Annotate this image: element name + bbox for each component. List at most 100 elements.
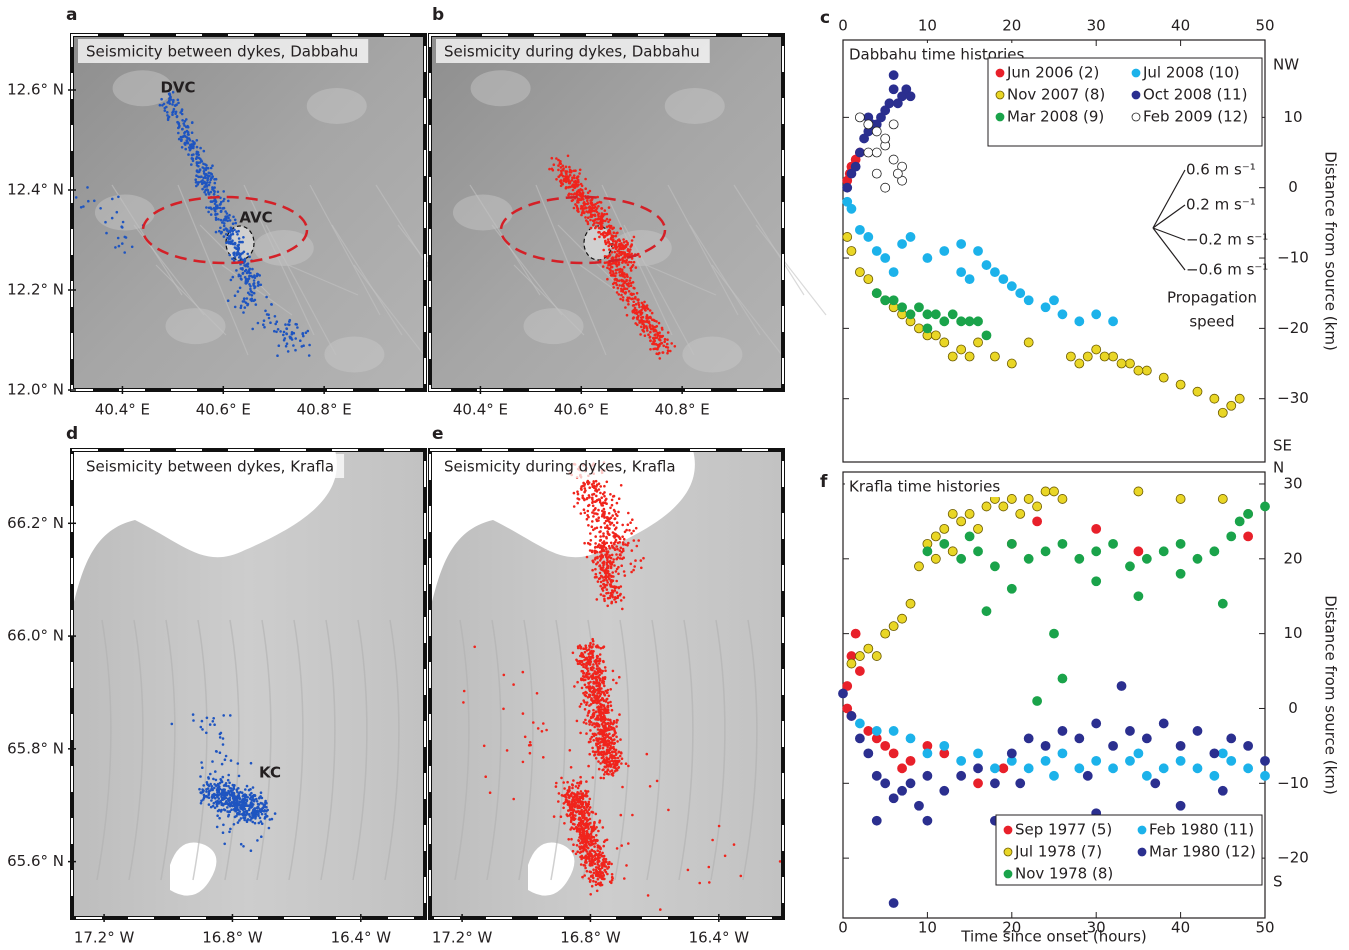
earthquake	[620, 762, 623, 765]
earthquake	[242, 311, 245, 314]
earthquake	[571, 792, 574, 795]
earthquake	[626, 314, 629, 317]
earthquake	[244, 306, 247, 309]
data-point	[1134, 547, 1143, 556]
earthquake	[578, 172, 581, 175]
earthquake	[585, 836, 588, 839]
earthquake	[265, 296, 268, 299]
earthquake	[201, 720, 204, 723]
data-point	[1007, 359, 1016, 368]
earthquake	[581, 687, 584, 690]
earthquake	[619, 594, 622, 597]
earthquake	[595, 834, 598, 837]
earthquake	[219, 207, 222, 210]
earthquake	[617, 757, 620, 760]
earthquake	[660, 342, 663, 345]
earthquake	[604, 669, 607, 672]
x-tick-label: 50	[1255, 919, 1274, 937]
earthquake	[590, 227, 593, 230]
earthquake	[120, 225, 123, 228]
earthquake	[637, 299, 640, 302]
earthquake	[591, 724, 594, 727]
earthquake	[641, 312, 644, 315]
earthquake	[614, 763, 617, 766]
data-point	[974, 524, 983, 533]
earthquake	[613, 547, 616, 550]
earthquake	[226, 802, 229, 805]
earthquake	[257, 284, 260, 287]
earthquake	[172, 101, 175, 104]
earthquake	[206, 783, 209, 786]
earthquake	[545, 729, 548, 732]
earthquake	[613, 536, 616, 539]
earthquake	[618, 243, 621, 246]
earthquake	[210, 191, 213, 194]
earthquake	[597, 231, 600, 234]
earthquake	[606, 213, 609, 216]
earthquake	[591, 646, 594, 649]
earthquake	[604, 526, 607, 529]
earthquake	[187, 137, 190, 140]
earthquake	[522, 671, 525, 674]
earthquake	[708, 881, 711, 884]
y-tick-label: 66.2° N	[7, 514, 64, 532]
data-point	[1058, 539, 1067, 548]
earthquake	[227, 299, 230, 302]
data-point	[872, 771, 881, 780]
earthquake	[605, 574, 608, 577]
earthquake	[581, 495, 584, 498]
data-point	[923, 254, 932, 263]
earthquake	[285, 327, 288, 330]
earthquake	[583, 663, 586, 666]
earthquake	[598, 718, 601, 721]
earthquake	[269, 321, 272, 324]
earthquake	[601, 871, 604, 874]
earthquake	[598, 218, 601, 221]
earthquake	[610, 882, 613, 885]
earthquake	[615, 539, 618, 542]
earthquake	[667, 350, 670, 353]
earthquake	[587, 216, 590, 219]
earthquake	[600, 753, 603, 756]
data-point	[906, 599, 915, 608]
data-point	[1117, 359, 1126, 368]
earthquake	[589, 738, 592, 741]
earthquake	[506, 749, 509, 752]
earthquake	[617, 556, 620, 559]
legend-label: Feb 1980 (11)	[1149, 821, 1254, 839]
earthquake	[291, 331, 294, 334]
earthquake	[177, 127, 180, 130]
earthquake	[614, 510, 617, 513]
earthquake	[599, 485, 602, 488]
data-point	[1075, 554, 1084, 563]
earthquake	[586, 714, 589, 717]
earthquake	[577, 493, 580, 496]
earthquake	[599, 564, 602, 567]
earthquake	[284, 323, 287, 326]
earthquake	[236, 233, 239, 236]
legend-label: Jul 2008 (10)	[1142, 64, 1240, 82]
earthquake	[570, 766, 573, 769]
earthquake	[595, 884, 598, 887]
earthquake	[220, 810, 223, 813]
earthquake	[251, 294, 254, 297]
earthquake	[286, 342, 289, 345]
earthquake	[219, 751, 222, 754]
earthquake	[215, 205, 218, 208]
earthquake	[204, 795, 207, 798]
earthquake	[584, 708, 587, 711]
earthquake	[602, 660, 605, 663]
direction-label: SE	[1273, 437, 1292, 455]
data-point	[847, 711, 856, 720]
earthquake	[187, 133, 190, 136]
earthquake	[604, 766, 607, 769]
earthquake	[599, 679, 602, 682]
earthquake	[201, 188, 204, 191]
earthquake	[642, 306, 645, 309]
earthquake	[623, 596, 626, 599]
earthquake	[213, 178, 216, 181]
earthquake	[625, 261, 628, 264]
earthquake	[619, 274, 622, 277]
earthquake	[557, 169, 560, 172]
earthquake	[607, 765, 610, 768]
